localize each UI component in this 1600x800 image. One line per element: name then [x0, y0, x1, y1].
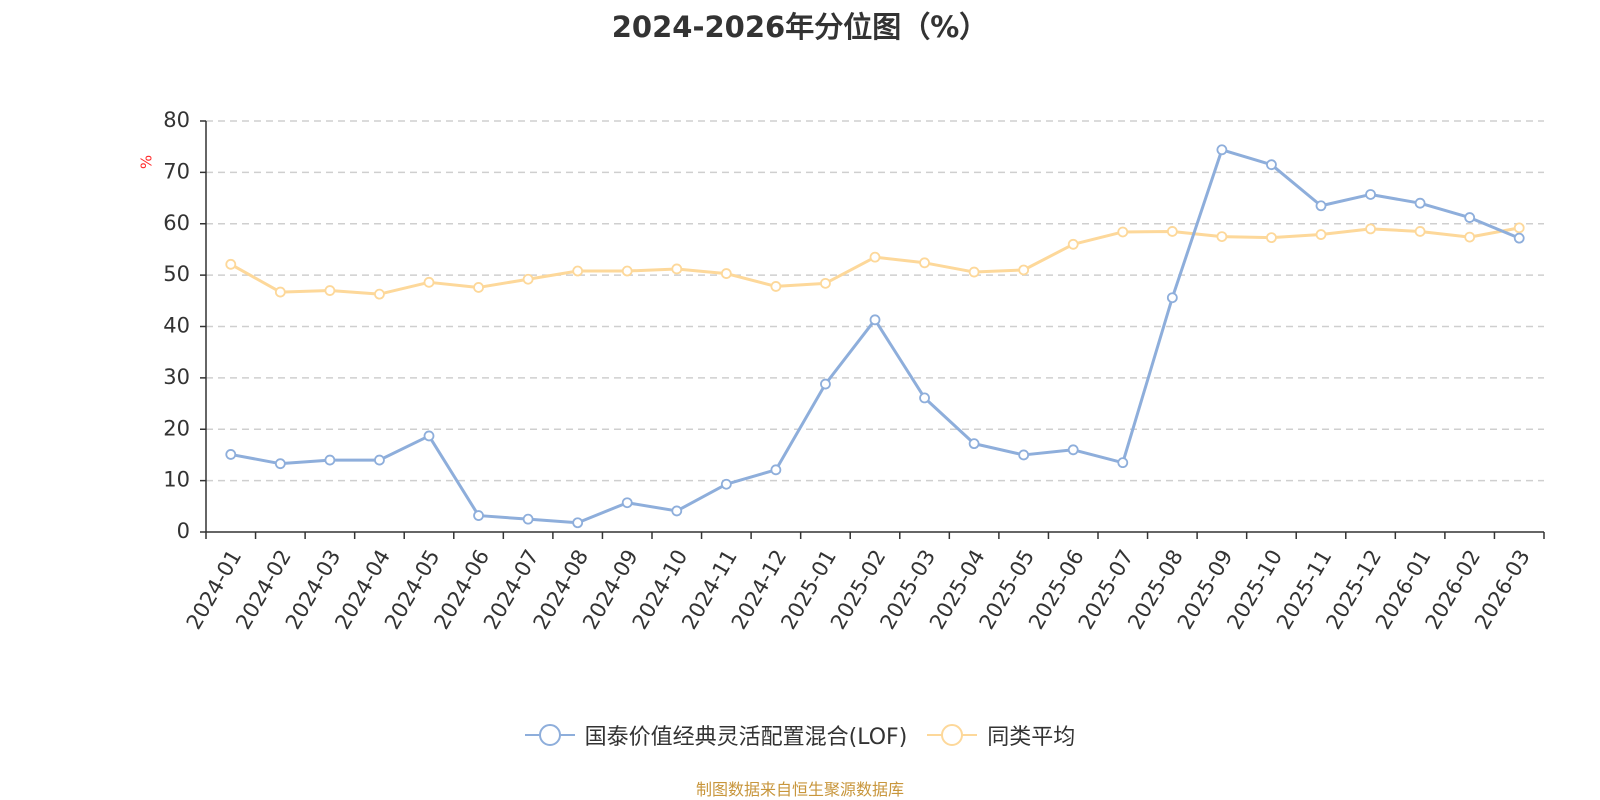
- series-point-0: [1117, 457, 1129, 469]
- series-point-1: [1266, 232, 1277, 244]
- series-point-0: [473, 510, 484, 521]
- series-point-1: [473, 282, 484, 293]
- series-point-1: [1216, 231, 1228, 242]
- series-point-1: [869, 251, 881, 263]
- series-point-1: [621, 265, 633, 277]
- y-axis-unit-label: %: [138, 155, 156, 169]
- series-point-0: [720, 478, 732, 490]
- series-point-0: [671, 505, 683, 517]
- series-point-0: [1414, 197, 1426, 209]
- series-point-1: [1166, 226, 1178, 237]
- series-point-1: [572, 265, 584, 277]
- series-point-0: [1266, 159, 1277, 171]
- chart-legend: 国泰价值经典灵活配置混合(LOF) 同类平均: [0, 719, 1600, 751]
- series-point-0: [572, 517, 584, 529]
- y-tick-label: 30: [163, 365, 190, 389]
- series-point-0: [374, 454, 385, 466]
- series-point-0: [820, 378, 831, 390]
- series-point-1: [1117, 226, 1129, 238]
- y-tick-label: 0: [177, 519, 190, 543]
- series-point-1: [324, 285, 336, 296]
- series-point-0: [1513, 232, 1525, 244]
- series-point-0: [770, 464, 782, 476]
- series-point-0: [324, 454, 336, 466]
- series-point-1: [1365, 223, 1376, 235]
- series-point-1: [1513, 222, 1525, 234]
- y-tick-label: 20: [163, 416, 190, 440]
- series-point-1: [522, 273, 534, 285]
- series-point-0: [1018, 449, 1030, 461]
- series-point-1: [1464, 231, 1476, 243]
- series-point-0: [968, 438, 980, 450]
- chart-title: 2024-2026年分位图（%）: [611, 10, 989, 44]
- series-point-1: [423, 276, 435, 288]
- series-point-1: [1414, 226, 1426, 237]
- y-tick-label: 80: [163, 108, 190, 132]
- legend-item-fund[interactable]: 国泰价值经典灵活配置混合(LOF): [524, 719, 908, 751]
- series-point-1: [671, 263, 683, 275]
- source-note: 制图数据来自恒生聚源数据库: [695, 780, 904, 799]
- series-point-1: [374, 288, 385, 300]
- series-point-1: [720, 268, 732, 279]
- series-point-0: [522, 513, 534, 525]
- series-point-1: [274, 286, 286, 298]
- legend-item-peer-average[interactable]: 同类平均: [927, 719, 1075, 751]
- series-point-1: [1067, 238, 1079, 250]
- series-point-0: [1365, 189, 1376, 200]
- legend-label-fund: 国泰价值经典灵活配置混合(LOF): [584, 725, 908, 750]
- series-point-1: [919, 257, 930, 269]
- series-point-0: [1067, 444, 1079, 456]
- series-point-1: [770, 281, 782, 292]
- series-point-1: [1018, 264, 1030, 276]
- series-point-0: [621, 497, 633, 509]
- series-point-0: [1166, 292, 1178, 304]
- legend-swatch-fund-icon: [524, 724, 575, 746]
- series-point-0: [1464, 212, 1476, 223]
- series-point-0: [423, 430, 435, 442]
- legend-label-peer-average: 同类平均: [987, 725, 1076, 750]
- series-point-0: [1216, 144, 1228, 156]
- series-point-0: [274, 458, 286, 470]
- series-point-1: [225, 258, 237, 270]
- series-point-0: [1315, 200, 1327, 212]
- series-point-1: [968, 266, 980, 278]
- y-tick-label: 60: [163, 211, 190, 235]
- series-point-1: [820, 277, 831, 289]
- y-tick-label: 40: [163, 314, 190, 338]
- series-point-0: [919, 392, 930, 404]
- y-tick-label: 70: [163, 159, 190, 183]
- series-point-0: [225, 449, 237, 460]
- legend-swatch-peer-average-icon: [927, 724, 978, 746]
- series-point-1: [1315, 229, 1327, 240]
- series-point-0: [869, 314, 881, 326]
- y-tick-label: 10: [163, 468, 190, 492]
- y-tick-label: 50: [163, 262, 190, 286]
